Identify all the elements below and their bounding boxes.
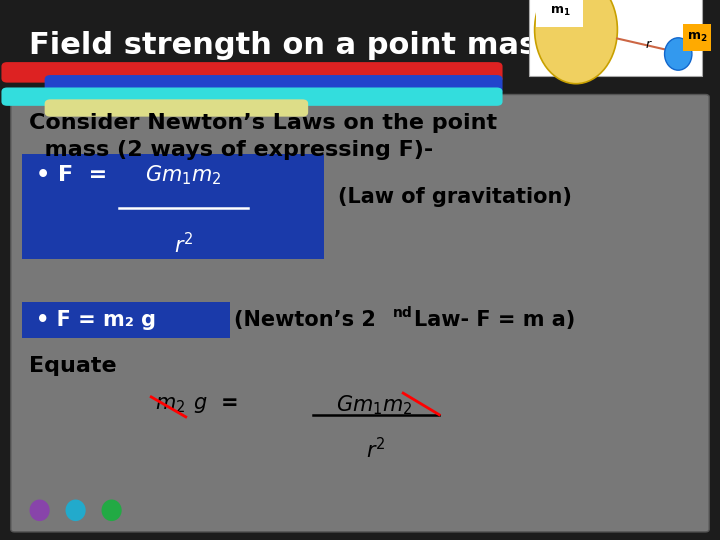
Text: • F  =: • F =	[36, 165, 107, 185]
Text: Equate: Equate	[29, 356, 117, 376]
Text: $\mathbf{m_2}$: $\mathbf{m_2}$	[687, 31, 707, 44]
Text: $\mathit{Gm_1m_2}$: $\mathit{Gm_1m_2}$	[336, 393, 413, 417]
Ellipse shape	[534, 0, 618, 84]
Text: • F = m₂ g: • F = m₂ g	[36, 309, 156, 330]
Bar	[536, 0, 583, 27]
Text: (Newton’s 2: (Newton’s 2	[234, 309, 376, 330]
Bar	[22, 302, 230, 338]
Ellipse shape	[30, 500, 50, 521]
Bar	[683, 24, 711, 51]
Text: nd: nd	[392, 306, 412, 320]
Text: $\mathit{r^2}$: $\mathit{r^2}$	[174, 232, 193, 258]
Ellipse shape	[102, 500, 122, 521]
Bar	[0, 0, 720, 92]
Text: mass (2 ways of expressing F)-: mass (2 ways of expressing F)-	[29, 140, 433, 160]
Text: r: r	[645, 38, 651, 51]
Bar	[22, 154, 324, 259]
Text: $\mathit{g}$  =: $\mathit{g}$ =	[193, 395, 238, 415]
Text: $\mathit{m_2}$: $\mathit{m_2}$	[155, 395, 185, 415]
FancyBboxPatch shape	[45, 75, 503, 94]
Bar	[529, 0, 702, 76]
Text: Field strength on a point mass: Field strength on a point mass	[29, 31, 555, 60]
Text: $\mathit{Gm_1m_2}$: $\mathit{Gm_1m_2}$	[145, 163, 222, 187]
Text: $\mathbf{m_1}$: $\mathbf{m_1}$	[550, 5, 570, 18]
Text: (Law of gravitation): (Law of gravitation)	[338, 187, 572, 207]
Text: $\mathit{r^2}$: $\mathit{r^2}$	[366, 437, 385, 463]
FancyBboxPatch shape	[1, 62, 503, 83]
FancyBboxPatch shape	[45, 99, 308, 117]
Ellipse shape	[66, 500, 86, 521]
FancyBboxPatch shape	[1, 87, 503, 106]
FancyBboxPatch shape	[11, 94, 709, 532]
Ellipse shape	[665, 38, 692, 70]
Text: Consider Newton’s Laws on the point: Consider Newton’s Laws on the point	[29, 113, 497, 133]
Text: Law- F = m a): Law- F = m a)	[414, 309, 575, 330]
